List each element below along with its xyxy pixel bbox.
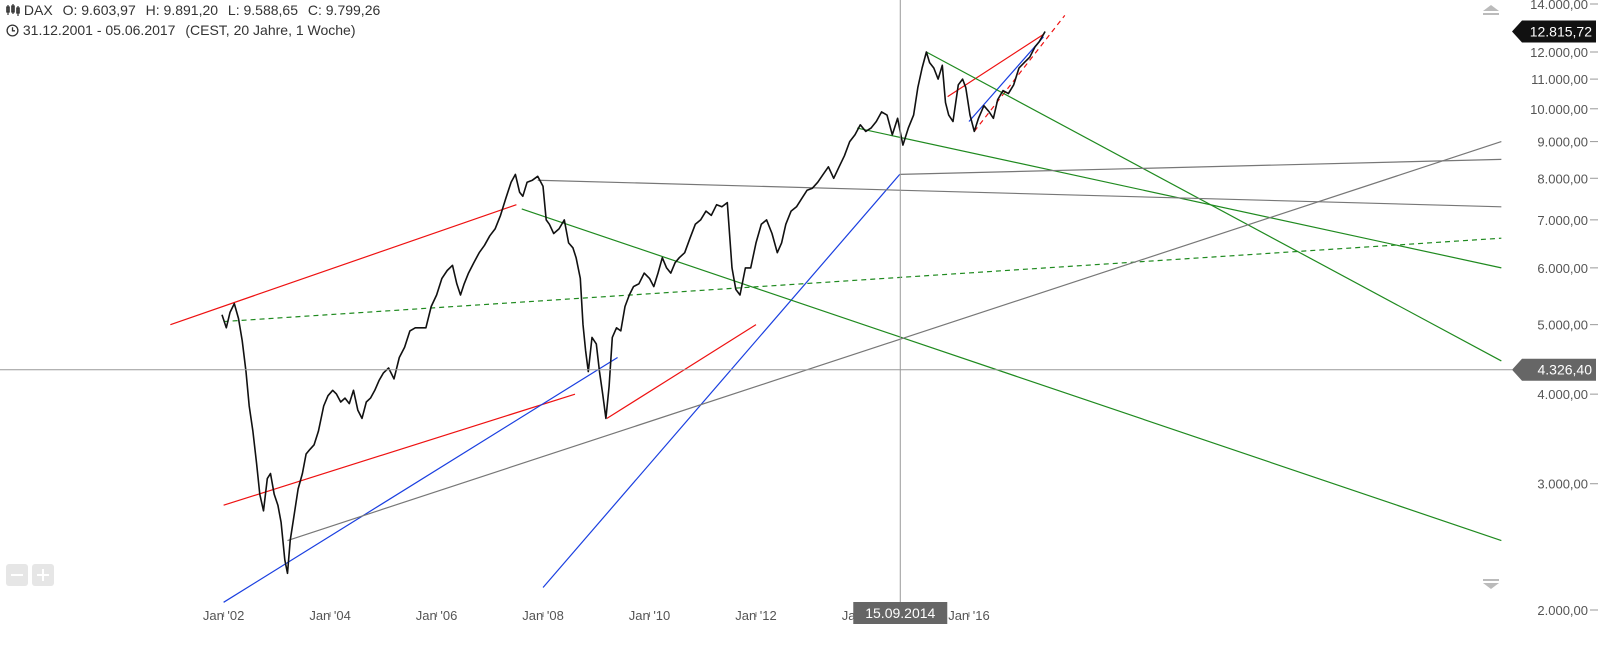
y-tick-label: 10.000,00 [1530,102,1588,117]
current-price-label-text: 12.815,72 [1530,24,1592,40]
trendline-red-4[interactable] [973,14,1066,132]
price-series-line[interactable] [221,31,1046,575]
date-range: 31.12.2001 - 05.06.2017 [22,22,176,38]
clock-icon [6,24,19,37]
trendline-green-11[interactable] [223,237,1502,323]
y-tick-label: 5.000,00 [1537,318,1588,333]
price-labels: 12.815,72 4.326,40 15.09.2014 [853,20,1596,624]
trendline-gray-13[interactable] [537,179,1502,208]
price-series-layer [221,31,1046,575]
trendline-gray-12[interactable] [287,141,1502,542]
close-value: C: 9.799,26 [307,2,381,18]
trendline-blue-6[interactable] [542,174,901,588]
y-tick-label: 7.000,00 [1537,213,1588,228]
trendline-gray-14[interactable] [899,158,1502,176]
ohlc-header: DAX O: 9.603,97 H: 9.891,20 L: 9.588,65 … [6,2,380,18]
cursor-date-label: 15.09.2014 [853,602,948,624]
x-tick-label: Jan '02 [203,608,245,623]
trendline-blue-7[interactable] [968,36,1044,122]
y-tick-label: 6.000,00 [1537,261,1588,276]
scroll-up-button[interactable] [1480,2,1502,16]
y-tick-label: 3.000,00 [1537,477,1588,492]
crosshair [0,0,1512,612]
period-info: (CEST, 20 Jahre, 1 Woche) [185,22,356,38]
trendline-green-10[interactable] [926,51,1502,362]
candles-icon [6,3,20,16]
zoom-out-button[interactable] [6,564,28,586]
trendline-red-0[interactable] [223,393,576,506]
cursor-price-label: 4.326,40 [1512,358,1596,381]
high-value: H: 9.891,20 [145,2,219,18]
x-tick-label: Jan '08 [522,608,564,623]
trendline-blue-5[interactable] [223,356,618,603]
x-tick-label: Jan '16 [948,608,990,623]
y-tick-label: 11.000,00 [1531,72,1588,87]
scroll-down-button[interactable] [1480,578,1502,592]
y-tick-label: 9.000,00 [1537,135,1588,150]
symbol-name: DAX [23,2,53,18]
x-axis: Jan '02 Jan '04 Jan '06 Jan '08 Jan '10 Jan '… [203,608,990,623]
y-tick-label: 14.000,00 [1530,0,1588,12]
x-tick-label: Jan '06 [416,608,458,623]
trendline-green-8[interactable] [521,208,1502,542]
x-tick-label: Jan '10 [629,608,671,623]
trendline-layer [170,14,1502,603]
y-tick-label: 8.000,00 [1537,171,1588,186]
y-tick-label: 2.000,00 [1537,603,1588,618]
zoom-in-button[interactable] [32,564,54,586]
trendline-red-2[interactable] [606,324,757,419]
low-value: L: 9.588,65 [227,2,298,18]
open-value: O: 9.603,97 [62,2,136,18]
current-price-label: 12.815,72 [1512,20,1596,43]
cursor-price-label-text: 4.326,40 [1538,362,1593,378]
x-tick-label: Jan '12 [735,608,777,623]
cursor-date-label-text: 15.09.2014 [865,605,935,621]
y-tick-label: 12.000,00 [1530,45,1588,60]
y-tick-label: 4.000,00 [1537,387,1588,402]
trendline-red-3[interactable] [947,33,1044,98]
x-tick-label: Jan '04 [309,608,351,623]
trendline-red-1[interactable] [170,204,517,326]
range-header: 31.12.2001 - 05.06.2017 (CEST, 20 Jahre,… [6,22,356,38]
y-axis: 2.000,00 3.000,00 4.000,00 5.000,00 6.000,00… [1530,0,1598,618]
